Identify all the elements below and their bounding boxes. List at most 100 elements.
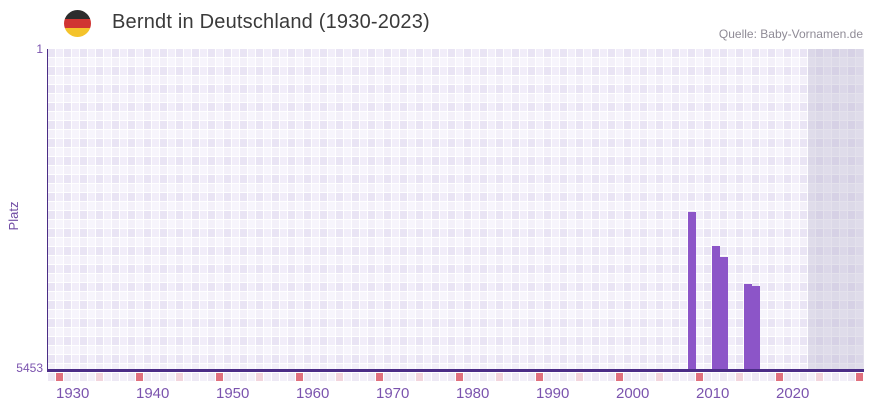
ruler-cell — [528, 373, 535, 381]
ruler-cell — [808, 373, 815, 381]
ruler-cell — [80, 373, 87, 381]
ruler-cell — [96, 373, 103, 381]
ruler-cell — [744, 373, 751, 381]
ruler-cell — [552, 373, 559, 381]
ruler-cell — [400, 373, 407, 381]
ruler-cell — [112, 373, 119, 381]
ruler-cell — [248, 373, 255, 381]
bar-2017[interactable] — [752, 286, 760, 369]
ruler-cell — [264, 373, 271, 381]
ruler-cell — [824, 373, 831, 381]
plot-area — [48, 49, 864, 369]
ruler-cell — [520, 373, 527, 381]
ruler-cell — [576, 373, 583, 381]
ruler-cell — [408, 373, 415, 381]
ruler-cell — [416, 373, 423, 381]
ruler-cell — [232, 373, 239, 381]
ruler-cell — [584, 373, 591, 381]
source-credit: Quelle: Baby-Vornamen.de — [718, 27, 863, 41]
x-tick-label: 1940 — [136, 385, 170, 402]
ruler-cell — [768, 373, 775, 381]
ruler-cell — [608, 373, 615, 381]
ruler-cell — [200, 373, 207, 381]
x-tick-label: 1990 — [536, 385, 570, 402]
ruler-cell — [312, 373, 319, 381]
ruler-cell — [320, 373, 327, 381]
ruler-cell — [272, 373, 279, 381]
ruler-cell — [624, 373, 631, 381]
ruler-cell — [464, 373, 471, 381]
ruler-cell — [328, 373, 335, 381]
ruler-cell — [224, 373, 231, 381]
ruler-cell — [488, 373, 495, 381]
ruler-cell — [432, 373, 439, 381]
ruler-cell — [216, 373, 223, 381]
ruler-cell — [336, 373, 343, 381]
ruler-cell — [792, 373, 799, 381]
x-tick-label: 2020 — [776, 385, 810, 402]
ruler-cell — [600, 373, 607, 381]
ruler-cell — [208, 373, 215, 381]
ruler-cell — [288, 373, 295, 381]
ruler-cell — [784, 373, 791, 381]
ruler-cell — [704, 373, 711, 381]
ruler-cell — [856, 373, 863, 381]
ruler-cell — [760, 373, 767, 381]
bar-2016[interactable] — [744, 284, 752, 369]
y-axis-label: Platz — [6, 201, 21, 231]
ruler-cell — [88, 373, 95, 381]
ruler-cell — [656, 373, 663, 381]
ruler-cell — [840, 373, 847, 381]
ruler-cell — [440, 373, 447, 381]
future-years-band — [808, 49, 864, 369]
ruler-cell — [104, 373, 111, 381]
ruler-cell — [832, 373, 839, 381]
ruler-cell — [752, 373, 759, 381]
ruler-cell — [536, 373, 543, 381]
ruler-cell — [160, 373, 167, 381]
ruler-cell — [696, 373, 703, 381]
ruler-cell — [280, 373, 287, 381]
bar-2012[interactable] — [712, 246, 720, 369]
chart-title: Berndt in Deutschland (1930-2023) — [112, 11, 430, 33]
ruler-cell — [560, 373, 567, 381]
ruler-cell — [384, 373, 391, 381]
ruler-cell — [376, 373, 383, 381]
x-tick-label: 1960 — [296, 385, 330, 402]
ruler-cell — [344, 373, 351, 381]
ruler-cell — [56, 373, 63, 381]
ruler-cell — [496, 373, 503, 381]
y-tick-best: 1 — [36, 42, 43, 56]
ruler-cell — [120, 373, 127, 381]
ruler-cell — [472, 373, 479, 381]
x-tick-label: 2000 — [616, 385, 650, 402]
ruler-cell — [672, 373, 679, 381]
x-tick-label: 2010 — [696, 385, 730, 402]
ruler-cell — [448, 373, 455, 381]
ruler-cell — [152, 373, 159, 381]
bar-2009[interactable] — [688, 211, 696, 369]
ruler-cell — [64, 373, 71, 381]
ruler-cell — [592, 373, 599, 381]
ruler-cell — [304, 373, 311, 381]
ruler-cell — [72, 373, 79, 381]
ruler-cell — [176, 373, 183, 381]
bar-2013[interactable] — [720, 257, 728, 369]
x-tick-label: 1970 — [376, 385, 410, 402]
ruler-cell — [368, 373, 375, 381]
ruler-cell — [728, 373, 735, 381]
ruler-cell — [168, 373, 175, 381]
ruler-cell — [736, 373, 743, 381]
german-flag-icon — [64, 10, 91, 37]
ruler-cell — [360, 373, 367, 381]
ruler-cell — [632, 373, 639, 381]
ruler-cell — [512, 373, 519, 381]
ruler-cell — [144, 373, 151, 381]
ruler-cell — [352, 373, 359, 381]
x-axis-line — [47, 369, 864, 372]
ruler-cell — [816, 373, 823, 381]
ruler-cell — [568, 373, 575, 381]
y-tick-worst: 5453 — [16, 361, 43, 375]
ruler-cell — [664, 373, 671, 381]
ruler-cell — [720, 373, 727, 381]
